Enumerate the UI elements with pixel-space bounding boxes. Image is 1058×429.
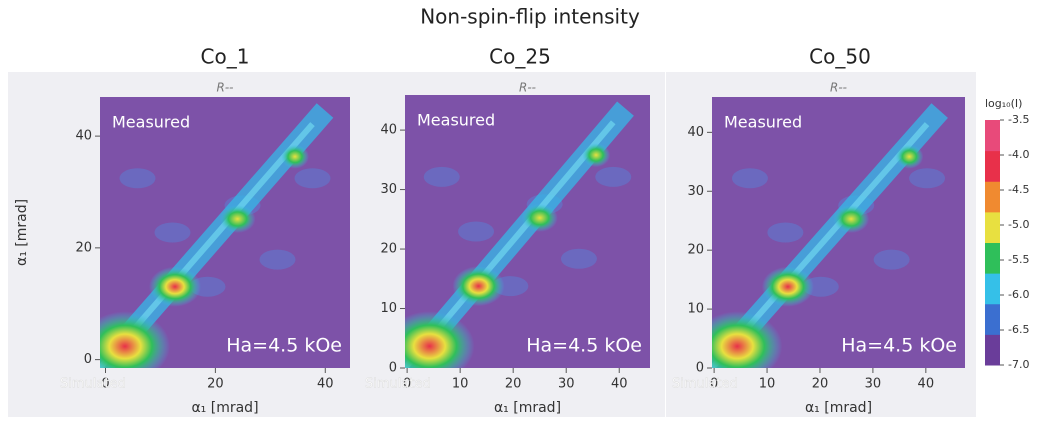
peak [712, 311, 783, 368]
annotation: Simulated [365, 377, 431, 392]
texture [154, 222, 191, 243]
y-tick-label: 40 [75, 129, 92, 144]
colorbar-swatch [985, 181, 1000, 213]
annotation: Simulated [672, 377, 738, 392]
colorbar-swatch [985, 334, 1000, 366]
x-tick-label: 0 [403, 377, 411, 392]
peak [521, 203, 558, 232]
x-tick-label: 0 [101, 377, 109, 392]
heatmap [100, 97, 350, 368]
y-tick-label: 40 [380, 123, 397, 138]
peak [833, 204, 870, 233]
annotation: Ha=4.5 kOe [841, 335, 957, 357]
annotation: Simulated [60, 377, 126, 392]
colorbar-tick-label: -4.0 [1008, 148, 1029, 161]
x-axis-label: α₁ [mrad] [494, 400, 561, 416]
panel-subtitle: R-- [830, 81, 847, 95]
colorbar-tick-label: -7.0 [1008, 358, 1029, 371]
y-tick-label: 20 [75, 240, 92, 255]
x-axis-label: α₁ [mrad] [805, 400, 872, 416]
peak [895, 144, 924, 169]
x-tick-label: 20 [812, 377, 829, 392]
colorbar-tick-label: -6.5 [1008, 323, 1029, 336]
peak [100, 311, 170, 368]
panel-subtitle: R-- [217, 81, 234, 95]
texture [259, 249, 296, 270]
annotation: Measured [417, 111, 495, 130]
colorbar-swatch [985, 242, 1000, 274]
texture [560, 248, 597, 269]
peak [582, 143, 611, 168]
texture [294, 168, 331, 189]
x-tick-label: 10 [452, 377, 469, 392]
colorbar-swatch [985, 273, 1000, 305]
texture [458, 221, 495, 242]
colorbar-title: log₁₀(I) [985, 97, 1022, 110]
y-tick-label: 30 [687, 184, 704, 199]
texture [595, 166, 632, 187]
texture [909, 168, 946, 189]
texture [873, 249, 910, 270]
x-tick-label: 20 [505, 377, 522, 392]
x-tick-label: 30 [558, 377, 575, 392]
heatmap [712, 97, 965, 368]
panel-title: Co_50 [809, 45, 871, 69]
peak [452, 266, 505, 307]
x-axis-label: α₁ [mrad] [191, 400, 258, 416]
texture [767, 222, 804, 243]
annotation: Ha=4.5 kOe [526, 335, 642, 357]
heatmap [405, 95, 650, 368]
y-axis-label: α₁ [mrad] [14, 199, 30, 266]
peak [281, 144, 309, 169]
y-tick-label: 30 [380, 182, 397, 197]
texture [119, 168, 156, 189]
x-tick-label: 30 [865, 377, 882, 392]
annotation: Measured [112, 113, 190, 132]
y-tick-label: 20 [380, 242, 397, 257]
x-tick-label: 40 [317, 377, 334, 392]
panel-title: Co_25 [489, 45, 551, 69]
x-tick-label: 0 [710, 377, 718, 392]
y-tick-label: 10 [687, 302, 704, 317]
y-tick-label: 0 [696, 361, 704, 376]
x-tick-label: 10 [759, 377, 776, 392]
colorbar-tick-label: -4.5 [1008, 183, 1029, 196]
colorbar-tick-label: -5.0 [1008, 218, 1029, 231]
peak [149, 266, 201, 307]
colorbar-swatch [985, 303, 1000, 335]
colorbar-tick-label: -3.5 [1008, 113, 1029, 126]
colorbar-swatch [985, 150, 1000, 182]
x-tick-label: 20 [207, 377, 224, 392]
colorbar-swatch [985, 120, 1000, 152]
peak [405, 311, 475, 368]
y-tick-label: 0 [84, 352, 92, 367]
x-tick-label: 40 [918, 377, 935, 392]
y-tick-label: 0 [389, 361, 397, 376]
y-tick-label: 40 [687, 125, 704, 140]
y-tick-label: 20 [687, 243, 704, 258]
colorbar-tick-label: -6.0 [1008, 288, 1029, 301]
texture [731, 168, 768, 189]
colorbar-tick-label: -5.5 [1008, 253, 1029, 266]
annotation: Measured [724, 113, 802, 132]
peak [761, 266, 814, 307]
colorbar-swatch [985, 211, 1000, 243]
panel-subtitle: R-- [519, 81, 536, 95]
peak [219, 204, 256, 233]
y-tick-label: 10 [380, 301, 397, 316]
x-tick-label: 40 [611, 377, 628, 392]
texture [423, 166, 460, 187]
annotation: Ha=4.5 kOe [226, 335, 342, 357]
figure-title: Non-spin-flip intensity [420, 5, 640, 29]
panel-title: Co_1 [201, 45, 250, 69]
